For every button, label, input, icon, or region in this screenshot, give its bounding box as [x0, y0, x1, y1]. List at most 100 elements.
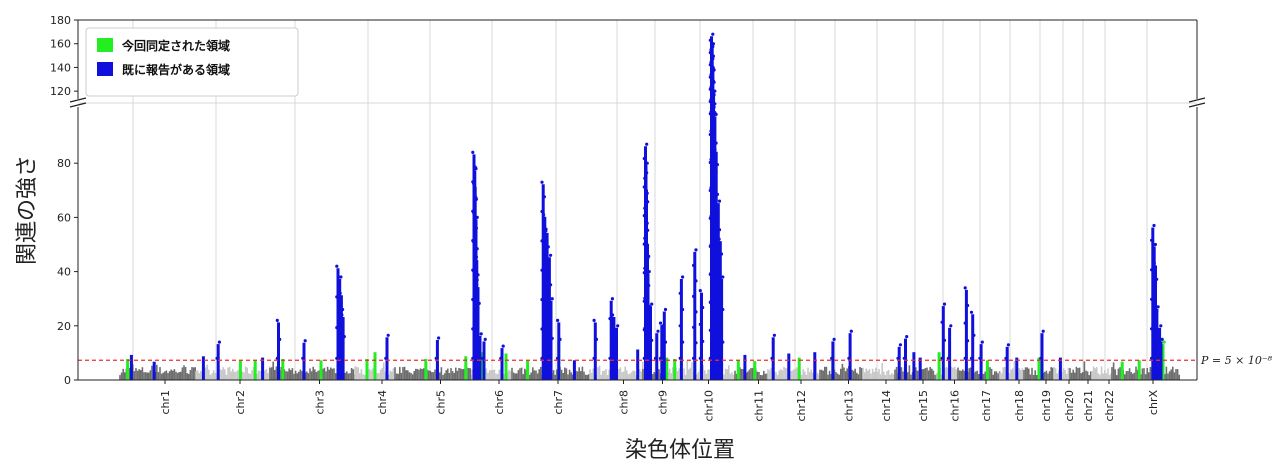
known-locus-point — [718, 291, 723, 295]
x-tick-label-chr13: chr13 — [843, 390, 856, 422]
known-locus-point — [698, 322, 702, 326]
known-locus-point — [713, 148, 717, 152]
x-tick-label-chr7: chr7 — [552, 390, 565, 415]
known-locus-point — [963, 356, 967, 360]
known-locus-point — [616, 324, 620, 328]
known-locus-point — [721, 275, 725, 279]
known-locus-point — [544, 229, 548, 233]
known-locus-point — [594, 337, 599, 341]
known-locus-point — [542, 356, 546, 360]
known-locus-point — [713, 177, 717, 182]
known-locus-point — [437, 336, 441, 340]
known-locus-point — [694, 279, 698, 283]
known-locus-point — [338, 324, 342, 328]
known-locus-point — [558, 337, 562, 341]
known-locus-point — [549, 283, 553, 287]
known-locus-point — [472, 183, 476, 187]
known-locus-point — [701, 339, 705, 343]
known-locus-point — [540, 239, 544, 243]
known-locus-point — [658, 321, 663, 325]
known-locus-point — [546, 327, 550, 331]
known-locus-point — [544, 261, 548, 265]
known-locus-point — [712, 155, 716, 160]
known-locus-point — [542, 195, 547, 199]
x-tick-label-chr16: chr16 — [949, 390, 962, 422]
known-locus-point — [475, 283, 479, 287]
known-locus-point — [972, 333, 976, 337]
known-locus-point — [949, 324, 953, 328]
known-locus-point — [658, 356, 663, 360]
known-locus-point — [712, 270, 716, 274]
known-locus-point — [692, 325, 696, 329]
known-locus-point — [710, 74, 714, 78]
known-locus-point — [499, 356, 503, 360]
y-tick-label: 180 — [50, 14, 71, 27]
x-tick-label-chr3: chr3 — [314, 390, 327, 415]
known-locus-point — [608, 317, 612, 321]
known-locus-point — [661, 356, 665, 360]
y-tick-label: 140 — [50, 61, 71, 74]
x-tick-label-chr14: chr14 — [880, 390, 893, 422]
known-locus-point — [940, 320, 944, 324]
known-locus-point — [643, 214, 647, 218]
known-locus-point — [678, 324, 682, 328]
known-locus-point — [942, 302, 947, 306]
significant-points — [126, 32, 1166, 380]
known-locus-point — [546, 245, 550, 249]
known-locus-point — [698, 289, 702, 293]
known-locus-point — [1150, 238, 1154, 242]
known-locus-point — [483, 337, 487, 341]
y-tick-label: 20 — [57, 320, 71, 333]
known-locus-point — [718, 356, 723, 360]
known-locus-point — [701, 305, 705, 310]
known-locus-point — [721, 307, 725, 312]
known-locus-point — [647, 270, 651, 274]
known-locus-point — [474, 197, 478, 201]
known-locus-point — [715, 271, 719, 275]
known-locus-point — [1039, 356, 1043, 360]
known-locus-point — [719, 252, 724, 256]
known-locus-point — [980, 340, 984, 344]
y-tick-label: 120 — [50, 85, 71, 98]
axes — [69, 19, 1206, 381]
known-locus-point — [645, 356, 649, 360]
known-locus-point — [969, 356, 974, 360]
known-locus-point — [340, 356, 344, 360]
known-locus-point — [969, 310, 974, 314]
novel-locus-point — [1162, 340, 1166, 344]
y-tick-label: 60 — [57, 211, 71, 224]
known-locus-point — [473, 231, 477, 235]
known-locus-point — [215, 356, 219, 360]
known-locus-point — [647, 320, 651, 324]
known-locus-point — [715, 242, 719, 246]
known-locus-point — [710, 95, 715, 100]
known-locus-point — [644, 269, 648, 273]
known-locus-point — [711, 42, 716, 46]
known-locus-point — [770, 356, 774, 360]
known-locus-point — [646, 200, 650, 204]
known-locus-point — [475, 247, 479, 251]
known-locus-point — [653, 356, 658, 360]
known-locus-point — [384, 356, 388, 360]
known-locus-point — [710, 62, 714, 66]
axis-break-mark — [1188, 102, 1206, 108]
known-locus-point — [1152, 261, 1156, 266]
known-locus-point — [656, 329, 660, 333]
known-locus-point — [479, 332, 483, 336]
y-tick-label: 40 — [57, 266, 71, 279]
known-locus-point — [717, 297, 721, 301]
known-locus-point — [477, 301, 481, 305]
known-locus-point — [611, 356, 615, 360]
known-locus-point — [698, 356, 702, 360]
x-tick-label-chr11: chr11 — [753, 390, 766, 422]
known-locus-point — [694, 248, 698, 252]
known-locus-point — [713, 297, 717, 301]
known-locus-point — [278, 337, 282, 341]
known-locus-point — [715, 192, 720, 196]
grid-lines — [78, 20, 1197, 380]
known-locus-point — [645, 161, 649, 165]
legend-swatch — [97, 62, 113, 76]
known-locus-point — [550, 297, 554, 301]
known-locus-point — [1150, 327, 1154, 331]
legend-box — [85, 27, 299, 97]
